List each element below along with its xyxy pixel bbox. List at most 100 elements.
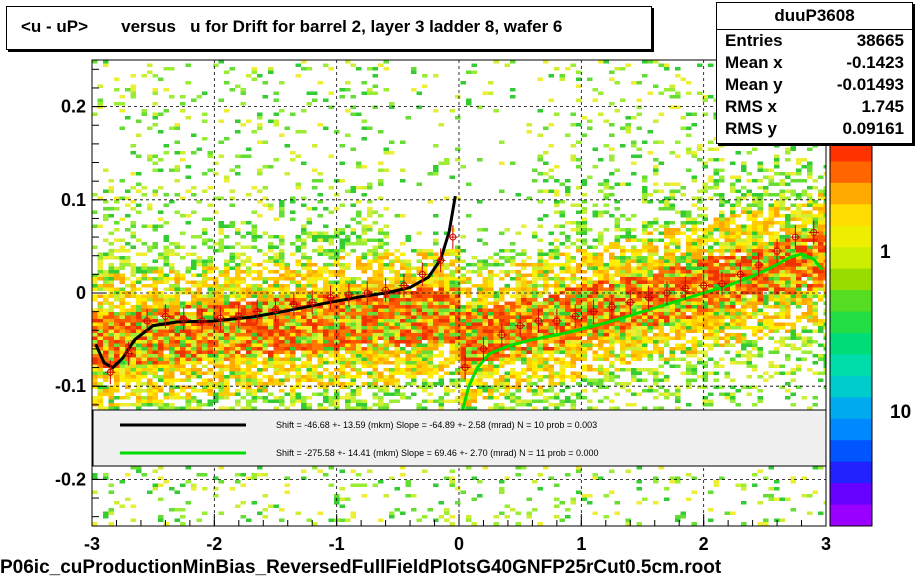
heatmap-cell	[103, 322, 109, 326]
heatmap-cell	[213, 291, 219, 295]
heatmap-cell	[543, 214, 549, 218]
heatmap-cell	[246, 147, 252, 151]
heatmap-cell	[581, 217, 587, 221]
heatmap-cell	[411, 319, 417, 323]
heatmap-cell	[202, 231, 208, 235]
heatmap-cell	[273, 217, 279, 221]
heatmap-cell	[136, 378, 142, 382]
heatmap-cell	[290, 361, 296, 365]
heatmap-cell	[251, 263, 257, 267]
heatmap-cell	[350, 287, 356, 291]
heatmap-cell	[427, 287, 433, 291]
heatmap-cell	[603, 340, 609, 344]
heatmap-cell	[482, 259, 488, 263]
heatmap-cell	[251, 340, 257, 344]
heatmap-cell	[218, 326, 224, 330]
heatmap-cell	[422, 294, 428, 298]
heatmap-cell	[521, 266, 527, 270]
heatmap-cell	[537, 354, 543, 358]
heatmap-cell	[631, 375, 637, 379]
heatmap-cell	[306, 518, 312, 522]
heatmap-cell	[449, 469, 455, 473]
heatmap-cell	[119, 375, 125, 379]
heatmap-cell	[411, 88, 417, 92]
heatmap-cell	[504, 389, 510, 393]
heatmap-cell	[598, 340, 604, 344]
heatmap-cell	[279, 378, 285, 382]
heatmap-cell	[548, 347, 554, 351]
heatmap-cell	[301, 161, 307, 165]
heatmap-cell	[136, 203, 142, 207]
heatmap-cell	[620, 259, 626, 263]
heatmap-cell	[515, 389, 521, 393]
heatmap-cell	[207, 277, 213, 281]
heatmap-cell	[268, 298, 274, 302]
heatmap-cell	[592, 305, 598, 309]
heatmap-cell	[598, 336, 604, 340]
heatmap-cell	[559, 305, 565, 309]
heatmap-cell	[411, 291, 417, 295]
heatmap-cell	[268, 70, 274, 74]
heatmap-cell	[152, 354, 158, 358]
heatmap-cell	[350, 305, 356, 309]
heatmap-cell	[636, 266, 642, 270]
heatmap-cell	[312, 315, 318, 319]
heatmap-cell	[163, 375, 169, 379]
heatmap-cell	[603, 315, 609, 319]
heatmap-cell	[488, 301, 494, 305]
heatmap-cell	[433, 329, 439, 333]
heatmap-cell	[180, 336, 186, 340]
heatmap-cell	[301, 252, 307, 256]
heatmap-cell	[554, 347, 560, 351]
heatmap-cell	[141, 368, 147, 372]
heatmap-cell	[356, 473, 362, 477]
heatmap-cell	[576, 490, 582, 494]
heatmap-cell	[570, 287, 576, 291]
heatmap-cell	[119, 259, 125, 263]
heatmap-cell	[114, 207, 120, 211]
heatmap-cell	[378, 343, 384, 347]
heatmap-cell	[290, 210, 296, 214]
heatmap-cell	[339, 245, 345, 249]
heatmap-cell	[504, 301, 510, 305]
heatmap-cell	[455, 368, 461, 372]
heatmap-cell	[235, 154, 241, 158]
heatmap-cell	[284, 305, 290, 309]
heatmap-cell	[207, 238, 213, 242]
heatmap-cell	[185, 63, 191, 67]
heatmap-cell	[185, 350, 191, 354]
heatmap-cell	[631, 329, 637, 333]
heatmap-cell	[147, 347, 153, 351]
heatmap-cell	[295, 357, 301, 361]
heatmap-cell	[213, 340, 219, 344]
heatmap-cell	[625, 182, 631, 186]
heatmap-cell	[537, 263, 543, 267]
heatmap-cell	[532, 312, 538, 316]
heatmap-cell	[235, 172, 241, 176]
heatmap-cell	[108, 301, 114, 305]
heatmap-cell	[565, 385, 571, 389]
heatmap-cell	[614, 315, 620, 319]
heatmap-cell	[92, 329, 98, 333]
heatmap-cell	[427, 333, 433, 337]
heatmap-cell	[306, 371, 312, 375]
heatmap-cell	[389, 354, 395, 358]
heatmap-cell	[576, 165, 582, 169]
heatmap-cell	[301, 319, 307, 323]
heatmap-cell	[411, 298, 417, 302]
heatmap-cell	[130, 186, 136, 190]
heatmap-cell	[372, 329, 378, 333]
heatmap-cell	[306, 280, 312, 284]
heatmap-cell	[631, 305, 637, 309]
heatmap-cell	[521, 312, 527, 316]
heatmap-cell	[279, 357, 285, 361]
heatmap-cell	[306, 385, 312, 389]
heatmap-cell	[543, 347, 549, 351]
heatmap-cell	[559, 403, 565, 407]
heatmap-cell	[185, 322, 191, 326]
heatmap-cell	[620, 361, 626, 365]
heatmap-cell	[339, 382, 345, 386]
heatmap-cell	[257, 235, 263, 239]
heatmap-cell	[136, 266, 142, 270]
heatmap-cell	[449, 263, 455, 267]
